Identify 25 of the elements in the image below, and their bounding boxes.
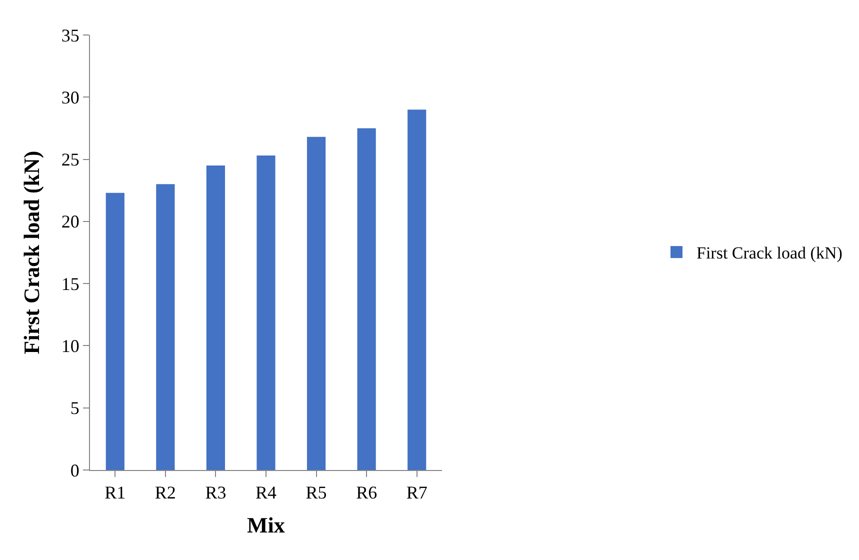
y-tick-label: 35 — [61, 25, 80, 46]
y-tick-label: 5 — [70, 398, 80, 418]
y-tick-label: 30 — [61, 87, 80, 108]
x-tick-label: R6 — [356, 482, 378, 503]
bar — [256, 156, 276, 470]
bar — [408, 110, 426, 470]
y-tick-label: 15 — [61, 274, 80, 294]
x-tick-label: R1 — [104, 482, 126, 503]
x-axis-title: Mix — [247, 512, 285, 538]
x-tick-label: R7 — [406, 482, 428, 503]
y-axis-title: First Crack load (kN) — [19, 150, 44, 354]
bar — [206, 166, 226, 470]
bar — [156, 184, 175, 470]
x-tick-label: R4 — [255, 482, 277, 503]
bar — [357, 128, 376, 470]
x-tick-label: R2 — [154, 482, 176, 503]
x-tick-label: R3 — [205, 482, 226, 503]
y-tick-label: 0 — [70, 460, 80, 480]
y-tick-label: 20 — [61, 212, 80, 232]
y-tick-label: 25 — [61, 150, 80, 170]
legend-label: First Crack load (kN) — [696, 244, 842, 263]
bar — [306, 136, 326, 470]
x-tick-label: R5 — [306, 482, 327, 503]
bar — [106, 192, 124, 470]
y-tick-label: 10 — [61, 336, 80, 356]
